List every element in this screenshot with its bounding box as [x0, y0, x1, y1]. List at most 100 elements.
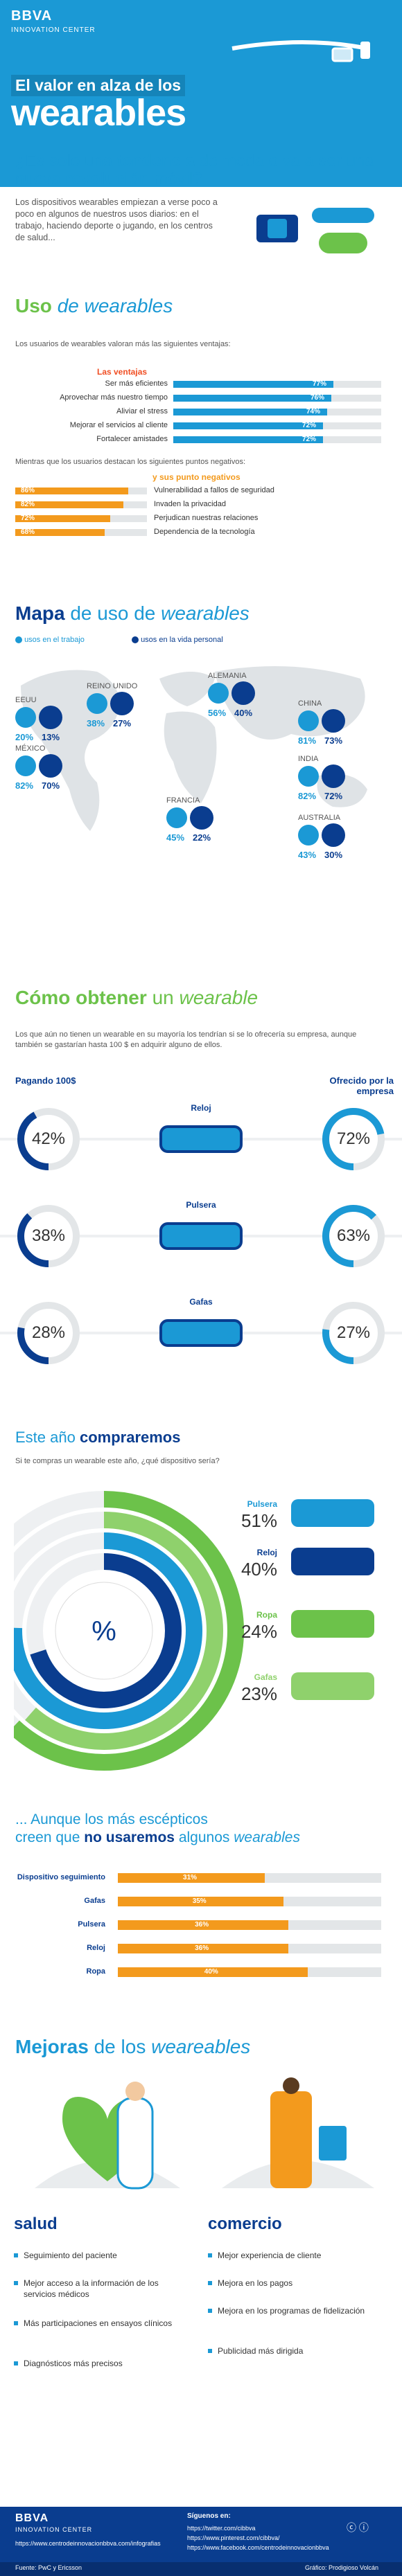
footer-logo-sub: INNOVATION CENTER	[15, 2526, 93, 2533]
ventaja-pct: 76%	[311, 394, 325, 402]
right-pct: 72%	[336, 1129, 371, 1148]
item-pct: 23%	[241, 1683, 277, 1704]
obtener-section: Cómo obtener un wearable Los que aún no …	[0, 980, 402, 1423]
ring-arc	[14, 1491, 244, 1771]
footer-logo: BBVA	[15, 2512, 49, 2524]
esc-label: Reloj	[87, 1944, 105, 1952]
right-ring-arc	[322, 1205, 385, 1267]
commerce-illustration-icon	[222, 2077, 374, 2188]
country-work-dot	[298, 710, 319, 731]
country-work-pct: 81%	[298, 735, 317, 746]
bullet	[14, 2281, 18, 2285]
country-name: EEUU	[15, 696, 37, 704]
header: BBVA INNOVATION CENTER El valor en alza …	[0, 0, 402, 187]
country-personal-dot	[190, 806, 213, 830]
country-personal-dot	[39, 754, 62, 778]
obtener-intro: Los que aún no tienen un wearable en su …	[15, 1030, 357, 1049]
country-work-dot	[87, 693, 107, 714]
footer: BBVA INNOVATION CENTER https://www.centr…	[0, 2507, 402, 2576]
device-icon	[159, 1222, 243, 1250]
salud-item: Mejor acceso a la información de los ser…	[24, 2278, 159, 2299]
negativo-bar	[15, 515, 110, 522]
footer-link[interactable]: https://www.pinterest.com/cibbva/	[187, 2534, 280, 2541]
mejoras-section: Mejoras de los weareables salud comercio…	[0, 2022, 402, 2507]
ventaja-label: Aliviar el stress	[116, 407, 168, 415]
item-pct: 40%	[241, 1559, 277, 1580]
footer-url[interactable]: https://www.centrodeinnovacionbbva.com/i…	[15, 2540, 161, 2547]
ring-arc	[26, 1553, 182, 1708]
right-ring	[322, 1108, 385, 1170]
smart-glasses-icon	[231, 40, 370, 62]
country-personal-dot	[231, 681, 255, 705]
country-personal-dot	[110, 692, 134, 715]
header-title-line1: El valor en alza de los	[11, 75, 186, 96]
social-icons[interactable]: ⓒ ⓘ	[347, 2521, 369, 2534]
ventaja-label: Aprovechar más nuestro tiempo	[60, 393, 168, 402]
item-name: Ropa	[256, 1610, 277, 1620]
country-work-pct: 43%	[298, 850, 317, 860]
comercio-item: Mejor experiencia de cliente	[218, 2251, 322, 2260]
negativo-bar	[15, 529, 105, 536]
negativo-label: Dependencia de la tecnología	[154, 528, 255, 536]
header-title-line2: wearables	[11, 92, 186, 134]
comercio-item: Mejora en los pagos	[218, 2278, 293, 2288]
esc-pct: 31%	[183, 1874, 198, 1881]
center-percent: %	[91, 1616, 116, 1647]
bullet	[208, 2309, 212, 2313]
uso-section: Uso de wearables Los usuarios de wearabl…	[0, 291, 402, 596]
footer-link[interactable]: https://www.facebook.com/centrodeinnovac…	[187, 2544, 329, 2551]
footer-fuente: Fuente: PwC y Ericsson	[15, 2564, 82, 2571]
device-name: Reloj	[191, 1103, 211, 1113]
comercio-item: Publicidad más dirigida	[218, 2346, 304, 2356]
item-name: Pulsera	[247, 1499, 277, 1509]
left-ring-arc	[17, 1302, 80, 1364]
country-work-pct: 56%	[208, 708, 227, 718]
logo-subtitle: INNOVATION CENTER	[11, 26, 96, 34]
left-ring-arc	[17, 1108, 80, 1170]
negativo-label: Invaden la privacidad	[154, 500, 226, 508]
left-head: Pagando 100$	[15, 1075, 76, 1086]
comercio-item: Mejora en los programas de fidelización	[218, 2306, 365, 2316]
negativo-pct: 82%	[21, 501, 35, 508]
salud-item: Seguimiento del paciente	[24, 2251, 117, 2260]
country-work-dot	[166, 807, 187, 828]
footer-link[interactable]: https://twitter.com/cibbva	[187, 2525, 256, 2532]
negativo-label: Perjudican nuestras relaciones	[154, 514, 259, 522]
salud-item: Diagnósticos más precisos	[24, 2359, 123, 2368]
compraremos-question: Si te compras un wearable este año, ¿qué…	[15, 1457, 220, 1465]
left-ring	[17, 1205, 80, 1267]
bullet	[14, 2253, 18, 2257]
ventaja-bar	[173, 436, 323, 443]
esc-pct: 40%	[204, 1968, 218, 1976]
uso-intro: Los usuarios de wearables valoran más la…	[15, 340, 231, 348]
ventaja-label: Ser más eficientes	[105, 379, 168, 388]
left-ring-arc	[17, 1205, 80, 1267]
esc-label: Pulsera	[78, 1920, 105, 1929]
center-circle	[55, 1582, 153, 1680]
country-work-pct: 82%	[298, 791, 317, 801]
negativo-label: Vulnerabilidad a fallos de seguridad	[154, 486, 274, 494]
device-name: Pulsera	[186, 1200, 216, 1210]
ventaja-pct: 72%	[302, 422, 317, 429]
right-pct: 27%	[336, 1323, 371, 1342]
esc-bar	[118, 1967, 308, 1977]
country-personal-pct: 70%	[42, 780, 60, 791]
esc-pct: 36%	[195, 1944, 209, 1952]
uso-title: Uso de wearables	[15, 295, 173, 316]
negativo-bar	[15, 488, 129, 494]
creative-commons-icon: ⓒ ⓘ	[347, 2522, 369, 2533]
negativo-bar	[15, 501, 123, 508]
ventaja-bar	[173, 422, 323, 429]
ventaja-bar	[173, 395, 331, 402]
footer-follow: Síguenos en:	[187, 2512, 231, 2520]
bullet	[208, 2253, 212, 2257]
legend-personal: usos en la vida personal	[132, 636, 223, 644]
mejoras-title: Mejoras de los weareables	[15, 2036, 251, 2057]
ventaja-label: Fortalecer amistades	[96, 435, 168, 443]
country-personal-pct: 22%	[193, 832, 211, 843]
negatives-intro: Mientras que los usuarios destacan los s…	[15, 458, 246, 466]
device-name: Gafas	[189, 1297, 213, 1307]
esc-bar	[118, 1920, 289, 1930]
bullet	[14, 2361, 18, 2365]
country-personal-pct: 73%	[324, 735, 343, 746]
